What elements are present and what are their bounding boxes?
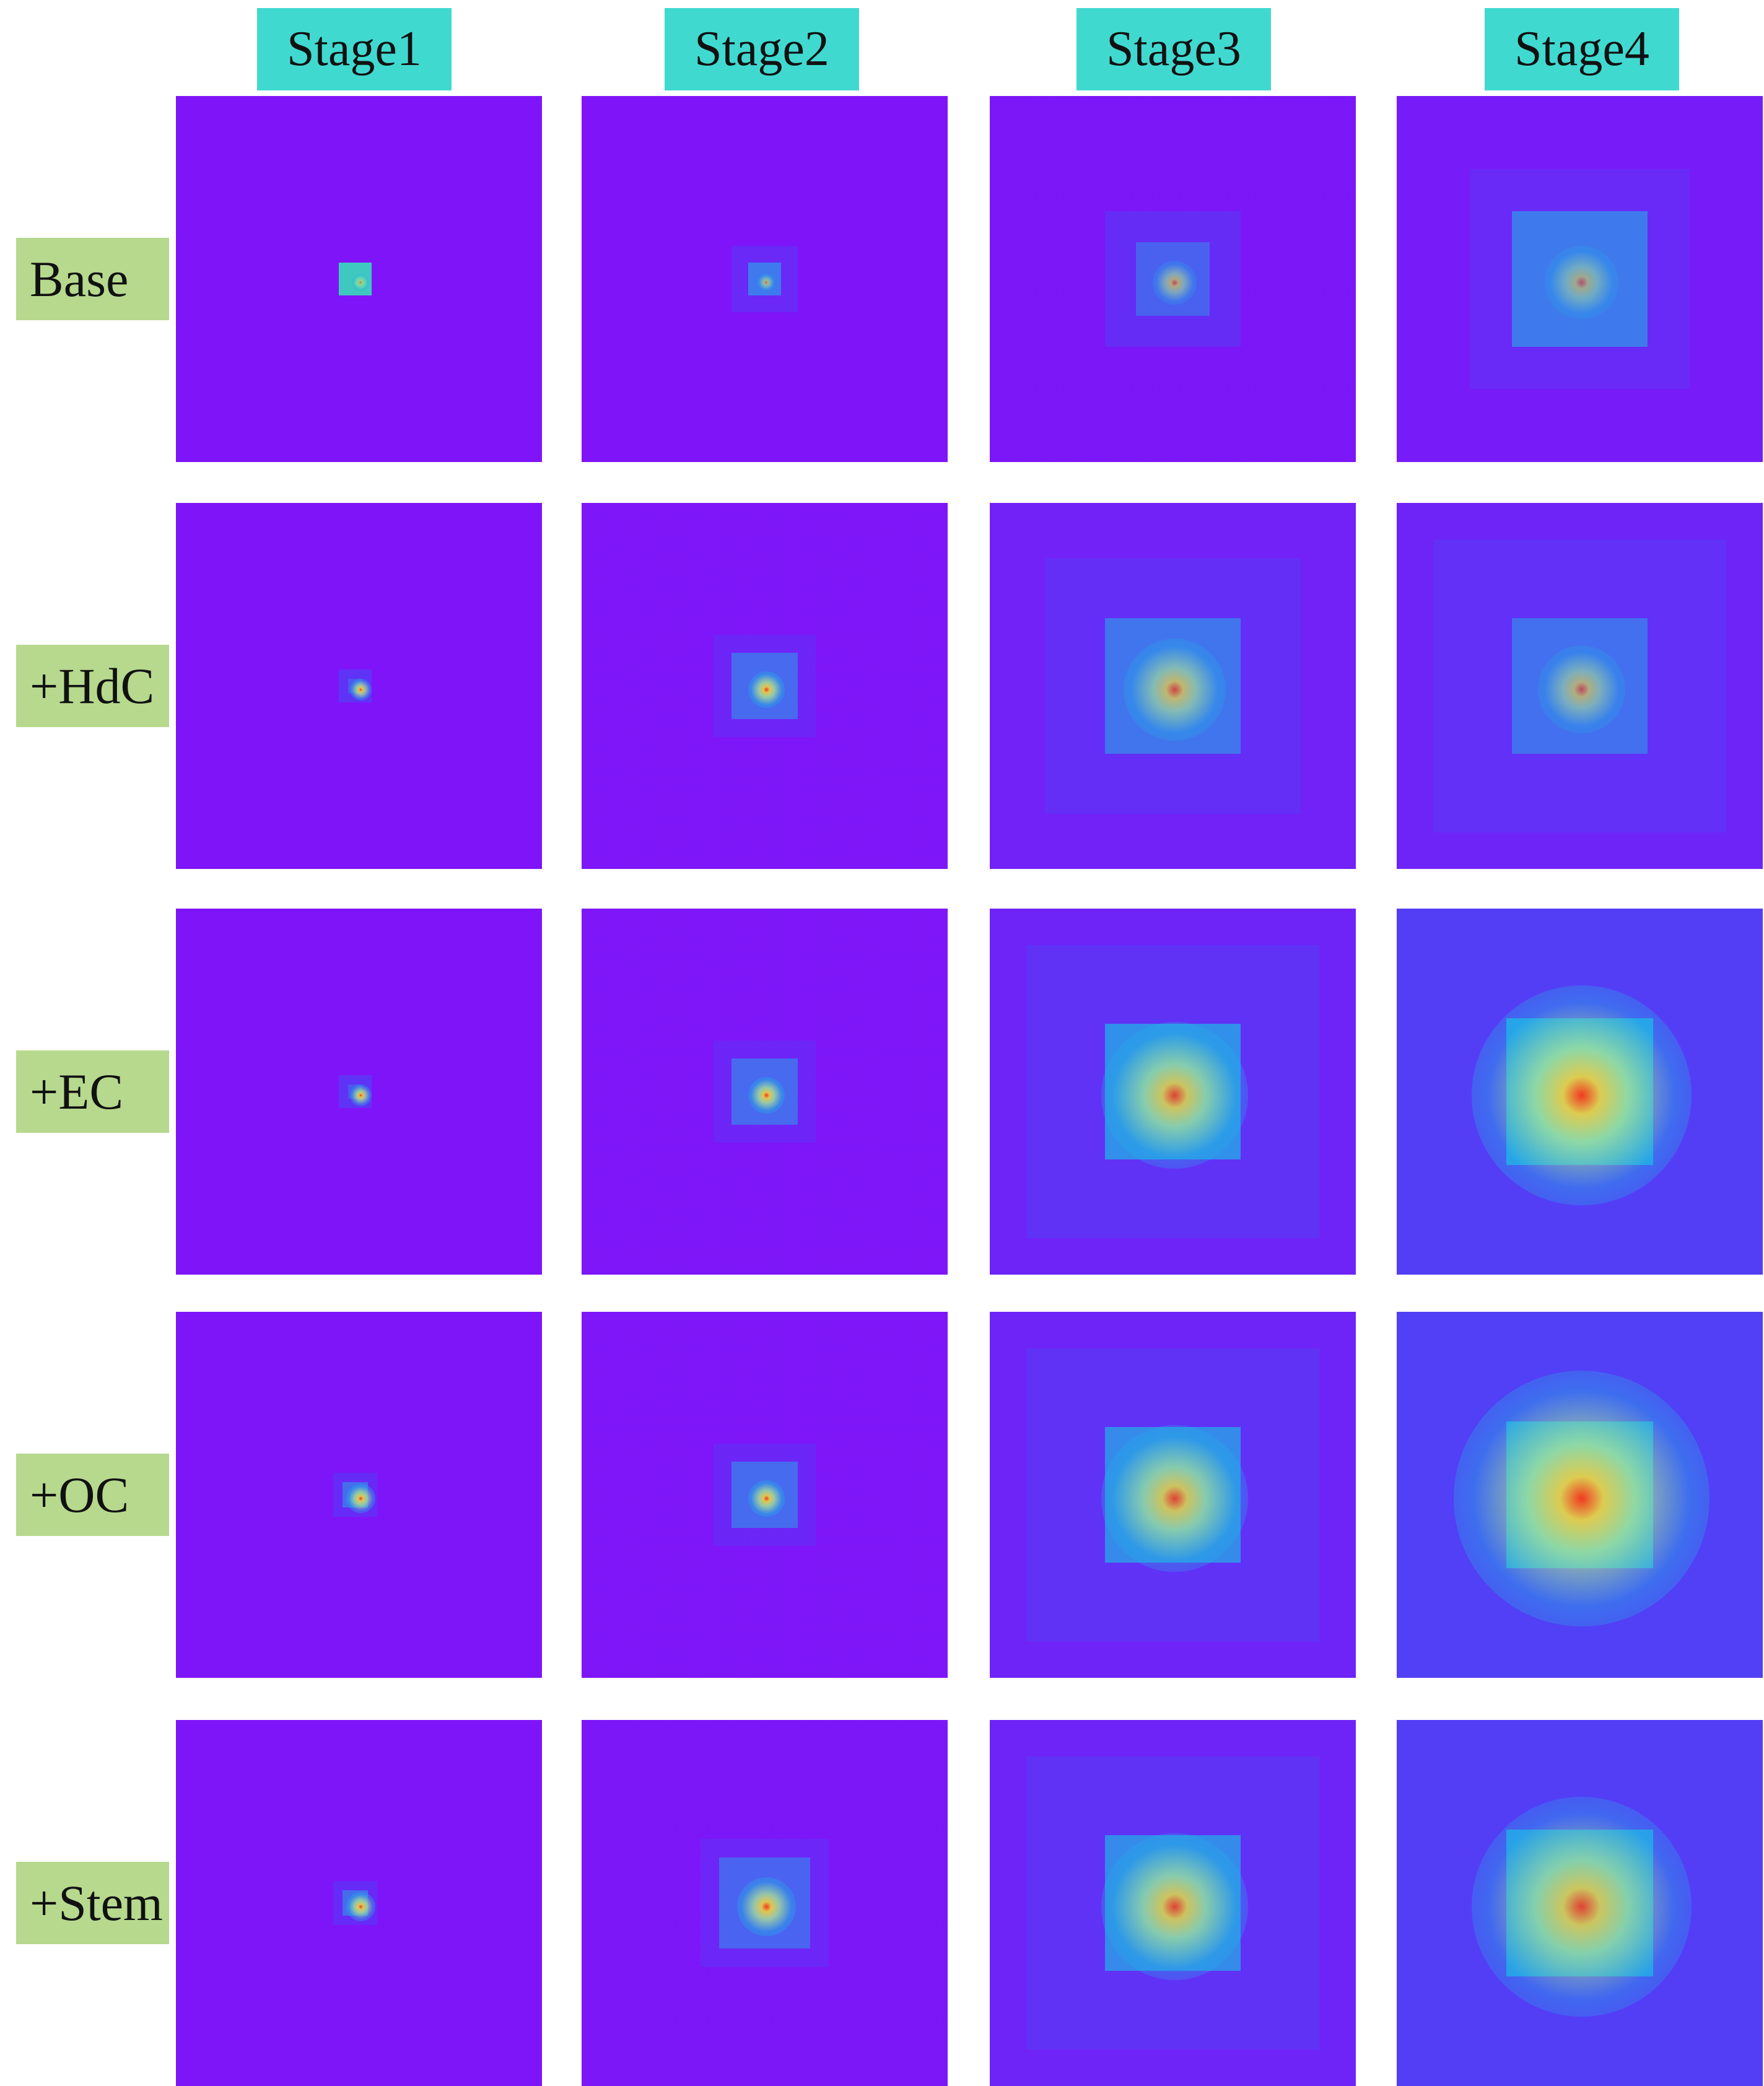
peak-hotspot [748,671,785,708]
heatmap-ec-stage2 [582,909,948,1275]
heatmap-stem-stage2 [582,1720,948,2086]
heatmap-oc-stage1 [176,1312,542,1678]
peak-hotspot [1472,1797,1692,2017]
heatmap-oc-stage2 [582,1312,948,1678]
heatmap-stem-stage4 [1397,1720,1763,2086]
heatmap-base-stage4 [1397,96,1763,462]
heatmap-stem-stage3 [990,1720,1356,2086]
row-label-1: +HdC [16,645,169,727]
heatmap-ec-stage4 [1397,909,1763,1275]
peak-hotspot [748,1076,785,1114]
column-header-stage3: Stage3 [1076,8,1271,90]
heatmap-base-stage2 [582,96,948,462]
peak-hotspot [1453,1370,1710,1627]
row-label-2: +EC [16,1050,169,1133]
heatmap-hdc-stage1 [176,503,542,869]
peak-hotspot [1545,246,1618,320]
row-label-3: +OC [16,1454,169,1536]
heatmap-stem-stage1 [176,1720,542,2086]
peak-hotspot [352,274,370,292]
peak-hotspot [1101,1022,1248,1169]
heatmap-hdc-stage3 [990,503,1356,869]
row-label-4: +Stem [16,1862,169,1944]
column-header-stage2: Stage2 [665,8,859,90]
heatmap-hdc-stage2 [582,503,948,869]
peak-hotspot [1123,638,1226,741]
peak-hotspot [349,678,372,701]
heatmap-oc-stage3 [990,1312,1356,1678]
heatmap-base-stage1 [176,96,542,462]
peak-hotspot [1537,645,1626,734]
heatmap-ec-stage1 [176,909,542,1275]
peak-hotspot [346,1483,376,1514]
peak-hotspot [737,1877,796,1936]
column-header-stage1: Stage1 [257,8,452,90]
peak-hotspot [1101,1833,1248,1980]
peak-hotspot [349,1084,372,1107]
peak-hotspot [346,1892,376,1922]
peak-hotspot [1152,260,1197,305]
peak-hotspot [1101,1425,1248,1572]
heatmap-oc-stage4 [1397,1312,1763,1678]
heatmap-ec-stage3 [990,909,1356,1275]
peak-hotspot [748,1480,785,1517]
heatmap-base-stage3 [990,96,1356,462]
peak-hotspot [1472,985,1692,1205]
column-header-stage4: Stage4 [1485,8,1679,90]
heatmap-hdc-stage4 [1397,503,1763,869]
row-label-0: Base [16,238,169,320]
peak-hotspot [758,274,775,292]
